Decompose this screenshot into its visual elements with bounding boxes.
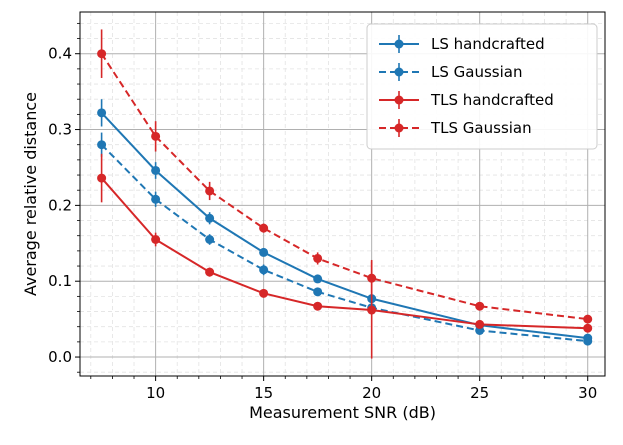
data-point [97,108,107,118]
data-point [259,247,269,257]
x-tick-label: 15 [254,384,273,402]
y-tick-label: 0.0 [48,348,72,366]
x-axis-label: Measurement SNR (dB) [249,403,436,422]
legend-marker [394,95,404,105]
data-point [313,274,323,284]
data-point [97,49,107,59]
data-point [205,267,215,277]
legend-marker [394,67,404,77]
data-point [205,213,215,223]
y-axis-label: Average relative distance [21,92,40,296]
x-tick-label: 20 [362,384,381,402]
x-tick-label: 25 [470,384,489,402]
legend: LS handcrafted LS Gaussian TLS handcrafted… [366,23,598,150]
data-point [97,173,107,183]
data-point [151,165,161,175]
legend-label: TLS handcrafted [430,91,554,109]
legend-marker [394,39,404,49]
legend-box [366,23,598,150]
series-layer [97,29,593,359]
data-point [151,235,161,244]
y-tick-label: 0.3 [48,121,72,139]
legend-entry-tls-handcrafted: TLS handcrafted [379,91,554,109]
data-point [259,288,269,298]
x-tick-label: 10 [146,384,165,402]
data-point [259,265,269,275]
data-point [97,140,107,150]
data-point [475,319,485,329]
legend-label: TLS Gaussian [430,119,532,137]
series-line [100,177,588,330]
data-point [313,301,323,311]
y-tick-label: 0.2 [48,196,72,214]
series-line [100,144,588,343]
y-tick-label: 0.4 [48,45,72,63]
data-point [151,194,161,204]
data-point [313,287,323,297]
legend-label: LS Gaussian [431,63,522,81]
series-line [100,112,588,340]
legend-entry-tls-gaussian: TLS Gaussian [379,119,532,137]
data-point [205,186,215,196]
data-point [583,323,593,333]
plot-frame [79,11,606,377]
series-tls-gaussian [97,29,593,324]
data-point [583,336,593,346]
minor-grid [80,12,605,376]
legend-entry-ls-handcrafted: LS handcrafted [379,35,545,53]
data-point [475,301,485,311]
data-point [151,131,161,141]
data-point [313,253,323,263]
legend-entry-ls-gaussian: LS Gaussian [379,63,522,81]
data-point [205,235,215,244]
legend-marker [394,123,404,133]
x-tick-label: 30 [578,384,597,402]
series-line [100,53,588,321]
legend-label: LS handcrafted [431,35,545,53]
y-tick-label: 0.1 [48,272,72,290]
data-point [367,305,377,315]
data-point [583,314,593,324]
axis-ticks: 10 15 20 25 30 0.0 0.1 0.2 0.3 0.4 [48,22,597,402]
data-point [367,273,377,283]
data-point [259,223,269,233]
